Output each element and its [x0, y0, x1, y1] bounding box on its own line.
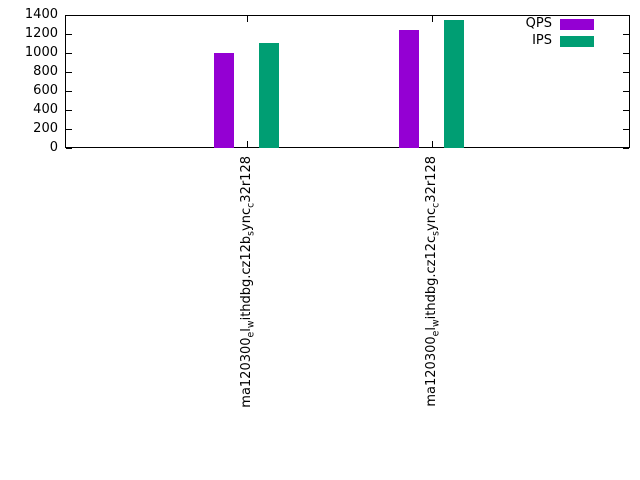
y-tick-mark	[66, 110, 72, 111]
legend-entry-qps: QPS	[526, 17, 594, 31]
y-tick-mark	[66, 148, 72, 149]
legend-swatch-qps	[560, 18, 594, 30]
y-tick-mark	[623, 148, 629, 149]
y-tick-label: 1400	[24, 7, 58, 22]
x-tick-mark	[431, 141, 433, 147]
y-tick-label: 1000	[24, 45, 58, 60]
y-tick-mark	[66, 129, 72, 130]
bar-ips-0	[259, 42, 280, 148]
y-tick-mark	[623, 34, 629, 35]
y-tick-mark	[623, 91, 629, 92]
x-axis-label-0: ma120300elwithdbg.cz12bsyncc32r128	[238, 156, 257, 408]
y-tick-mark	[623, 110, 629, 111]
y-tick-label: 400	[33, 102, 58, 117]
y-tick-mark	[66, 91, 72, 92]
y-tick-mark	[623, 72, 629, 73]
y-tick-label: 0	[49, 140, 58, 155]
x-tick-mark	[246, 16, 248, 22]
y-tick-label: 1200	[24, 26, 58, 41]
legend-label-qps: QPS	[525, 16, 552, 31]
legend: QPS IPS	[526, 17, 594, 48]
y-tick-label: 200	[33, 121, 58, 136]
bar-qps-0	[214, 53, 235, 148]
y-tick-label: 800	[33, 64, 58, 79]
legend-entry-ips: IPS	[532, 34, 594, 48]
y-tick-mark	[623, 15, 629, 16]
y-tick-mark	[66, 53, 72, 54]
y-tick-mark	[623, 129, 629, 130]
y-tick-mark	[66, 34, 72, 35]
x-tick-mark	[246, 141, 248, 147]
y-tick-mark	[66, 72, 72, 73]
plot-area	[65, 15, 630, 148]
y-tick-mark	[623, 53, 629, 54]
x-tick-mark	[431, 16, 433, 22]
bar-qps-1	[399, 30, 420, 148]
bar-ips-1	[444, 19, 465, 148]
legend-label-ips: IPS	[532, 33, 552, 48]
y-tick-mark	[66, 15, 72, 16]
x-axis-label-1: ma120300elwithdbg.cz12csyncc32r128	[423, 156, 442, 407]
y-tick-label: 600	[33, 83, 58, 98]
legend-swatch-ips	[560, 35, 594, 47]
